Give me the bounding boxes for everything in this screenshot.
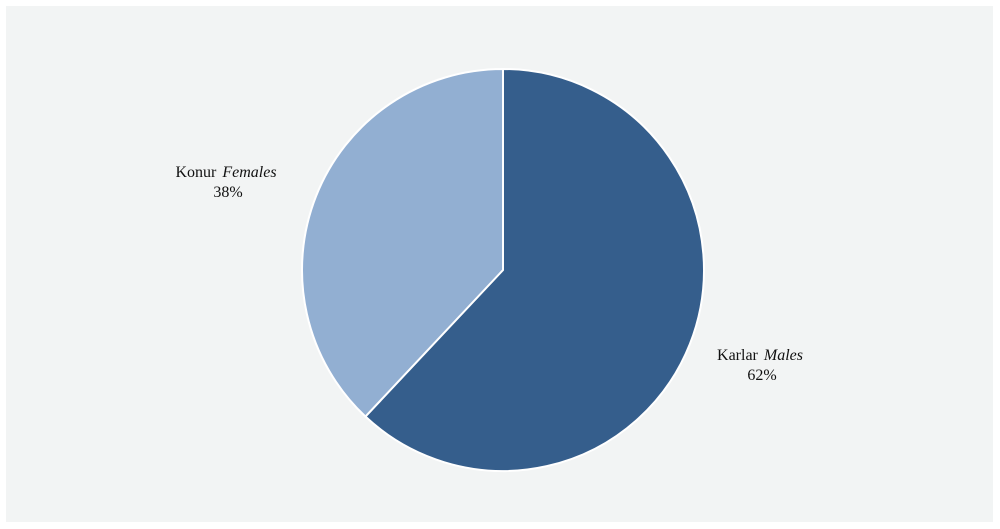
- slice-label-females-value: 38%: [213, 184, 242, 201]
- slice-label-females-alt: Females: [221, 164, 276, 181]
- slice-label-females-name: Konur: [175, 164, 217, 181]
- slice-label-males: Karlar Males 62%: [717, 347, 807, 384]
- slice-label-females: Konur Females 38%: [175, 164, 280, 201]
- pie-slice-males: [364, 68, 705, 472]
- slice-label-males-alt: Males: [763, 347, 803, 364]
- pie-slices: [301, 68, 705, 472]
- slice-label-males-name: Karlar: [717, 347, 759, 364]
- pie-slice-females: [301, 68, 504, 418]
- chart-panel: Karlar Males 62% Konur Females 38%: [6, 6, 993, 522]
- slice-label-males-value: 62%: [747, 367, 776, 384]
- pie-chart: Karlar Males 62% Konur Females 38%: [175, 68, 807, 472]
